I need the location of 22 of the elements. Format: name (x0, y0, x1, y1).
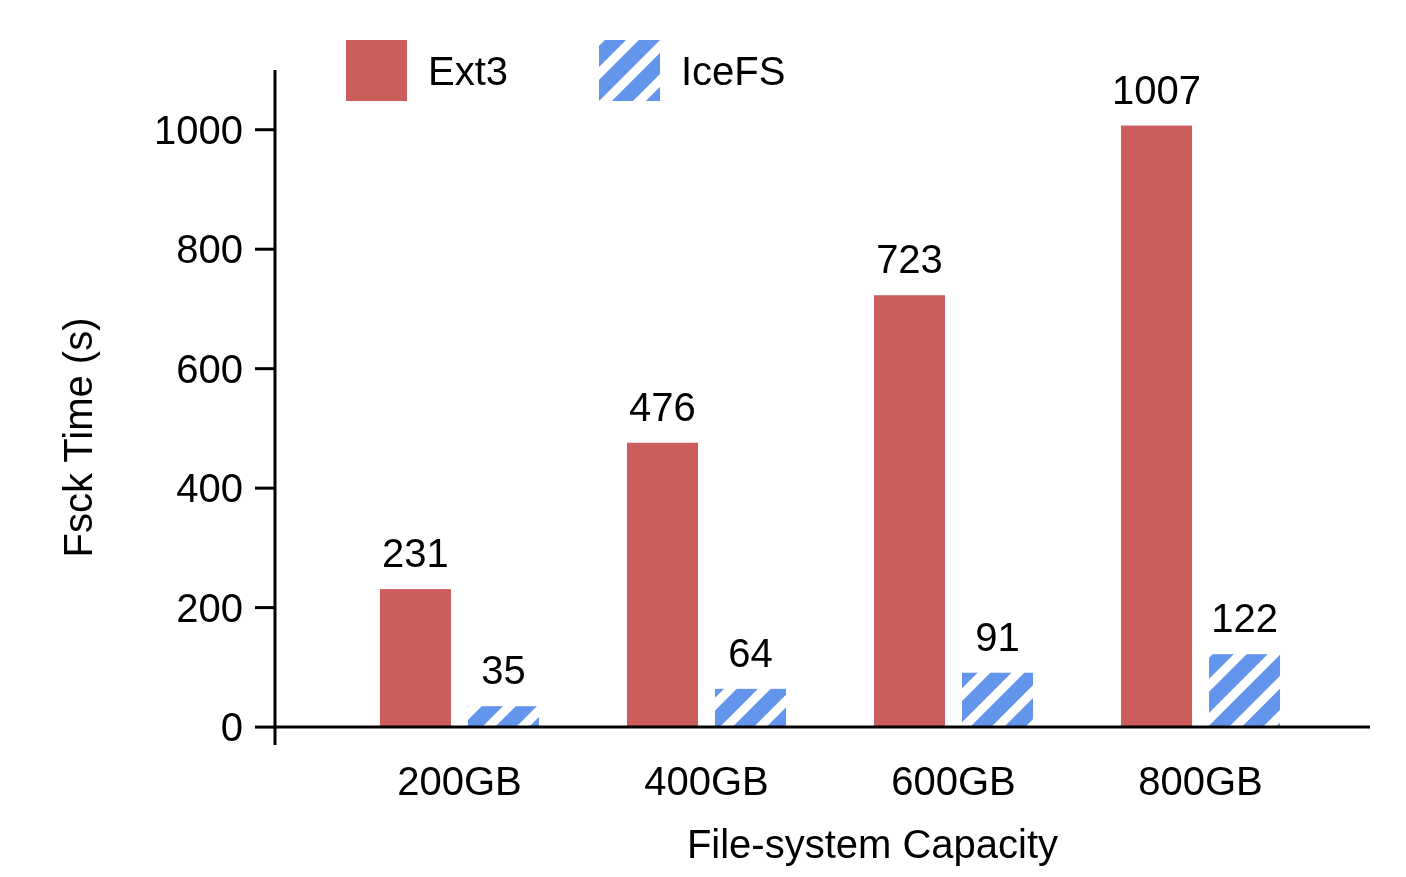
x-tick-label: 400GB (644, 759, 769, 803)
legend-label: Ext3 (428, 49, 509, 93)
data-label: 35 (481, 648, 526, 693)
y-tick-label: 1000 (154, 107, 243, 152)
y-tick-label: 200 (176, 585, 243, 630)
y-axis-title: Fsck Time (s) (56, 317, 100, 558)
data-label: 122 (1211, 596, 1278, 641)
x-tick-label: 200GB (397, 759, 522, 803)
x-tick-label: 800GB (1138, 759, 1263, 803)
y-tick-label: 800 (176, 227, 243, 272)
data-label: 476 (629, 384, 696, 429)
data-label: 91 (975, 614, 1020, 659)
data-label: 64 (728, 630, 773, 675)
legend-label: IceFS (681, 49, 786, 93)
data-label: 1007 (1112, 67, 1202, 112)
x-axis-title: File-system Capacity (686, 822, 1059, 866)
y-tick-label: 400 (176, 466, 243, 511)
data-label: 723 (876, 237, 943, 282)
x-tick-label: 600GB (891, 759, 1016, 803)
y-tick-label: 600 (176, 346, 243, 391)
y-tick-label: 0 (220, 705, 243, 750)
data-label: 231 (382, 531, 449, 576)
